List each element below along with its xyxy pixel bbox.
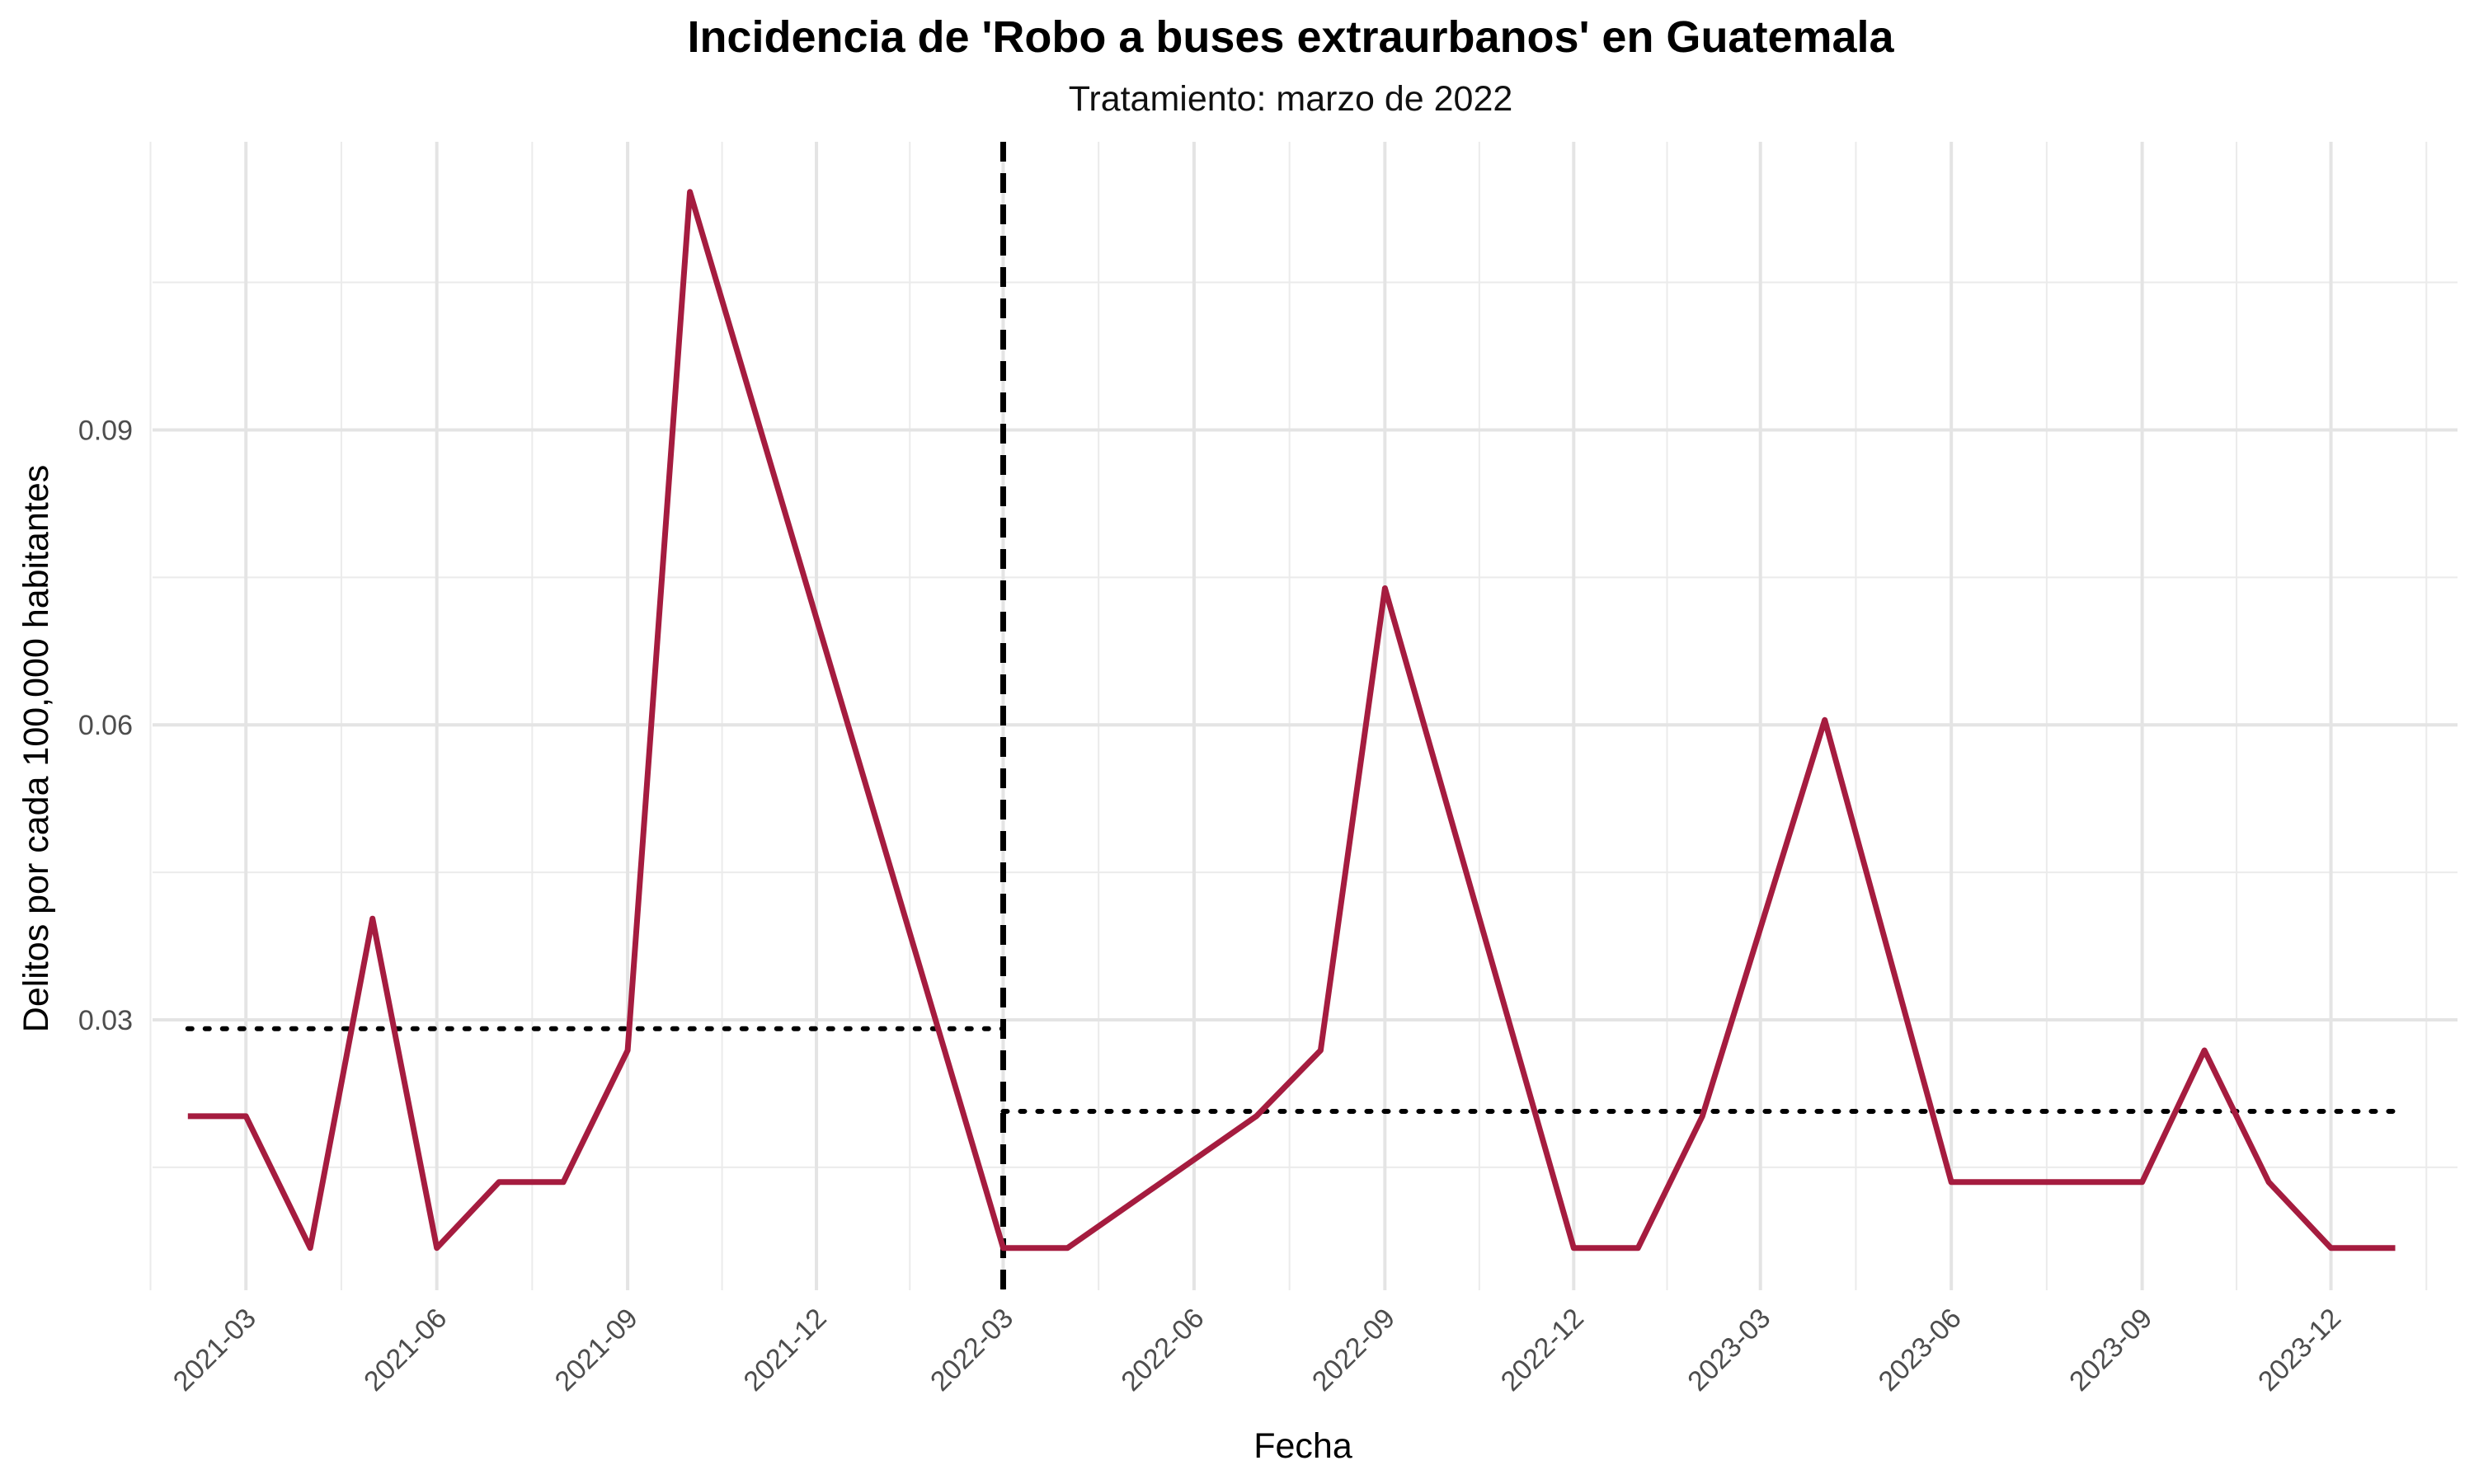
series-line	[187, 189, 2396, 1252]
y-tick-label: 0.03	[78, 1005, 133, 1036]
y-tick-label: 0.09	[78, 415, 133, 446]
x-tick-label: 2023-12	[2252, 1303, 2347, 1397]
x-tick-label: 2021-06	[358, 1303, 453, 1397]
x-tick-label: 2021-12	[738, 1303, 833, 1397]
x-tick-label: 2021-03	[167, 1303, 262, 1397]
y-axis-title: Delitos por cada 100,000 habitantes	[16, 465, 56, 1032]
grid-layer	[149, 142, 2458, 1290]
reference-lines	[185, 142, 2398, 1290]
x-tick-label: 2022-06	[1115, 1303, 1210, 1397]
x-axis-title: Fecha	[1253, 1426, 1352, 1466]
chart-title: Incidencia de 'Robo a buses extraurbanos…	[687, 12, 1894, 62]
y-tick-label: 0.06	[78, 710, 133, 741]
x-tick-label: 2022-12	[1495, 1303, 1590, 1397]
series-layer	[187, 189, 2396, 1252]
axis-labels: 2021-03 2021-06 2021-09 2021-12 2022-03 2022-…	[78, 415, 2347, 1397]
x-tick-label: 2021-09	[549, 1303, 644, 1397]
x-tick-label: 2022-03	[924, 1303, 1019, 1397]
x-tick-label: 2023-09	[2063, 1303, 2158, 1397]
x-tick-label: 2023-06	[1873, 1303, 1968, 1397]
chart-subtitle: Tratamiento: marzo de 2022	[1068, 79, 1513, 119]
x-tick-label: 2022-09	[1306, 1303, 1401, 1397]
x-tick-label: 2023-03	[1681, 1303, 1776, 1397]
